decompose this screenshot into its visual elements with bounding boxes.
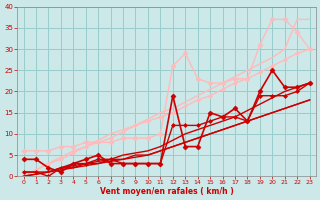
X-axis label: Vent moyen/en rafales ( km/h ): Vent moyen/en rafales ( km/h ) <box>100 187 234 196</box>
